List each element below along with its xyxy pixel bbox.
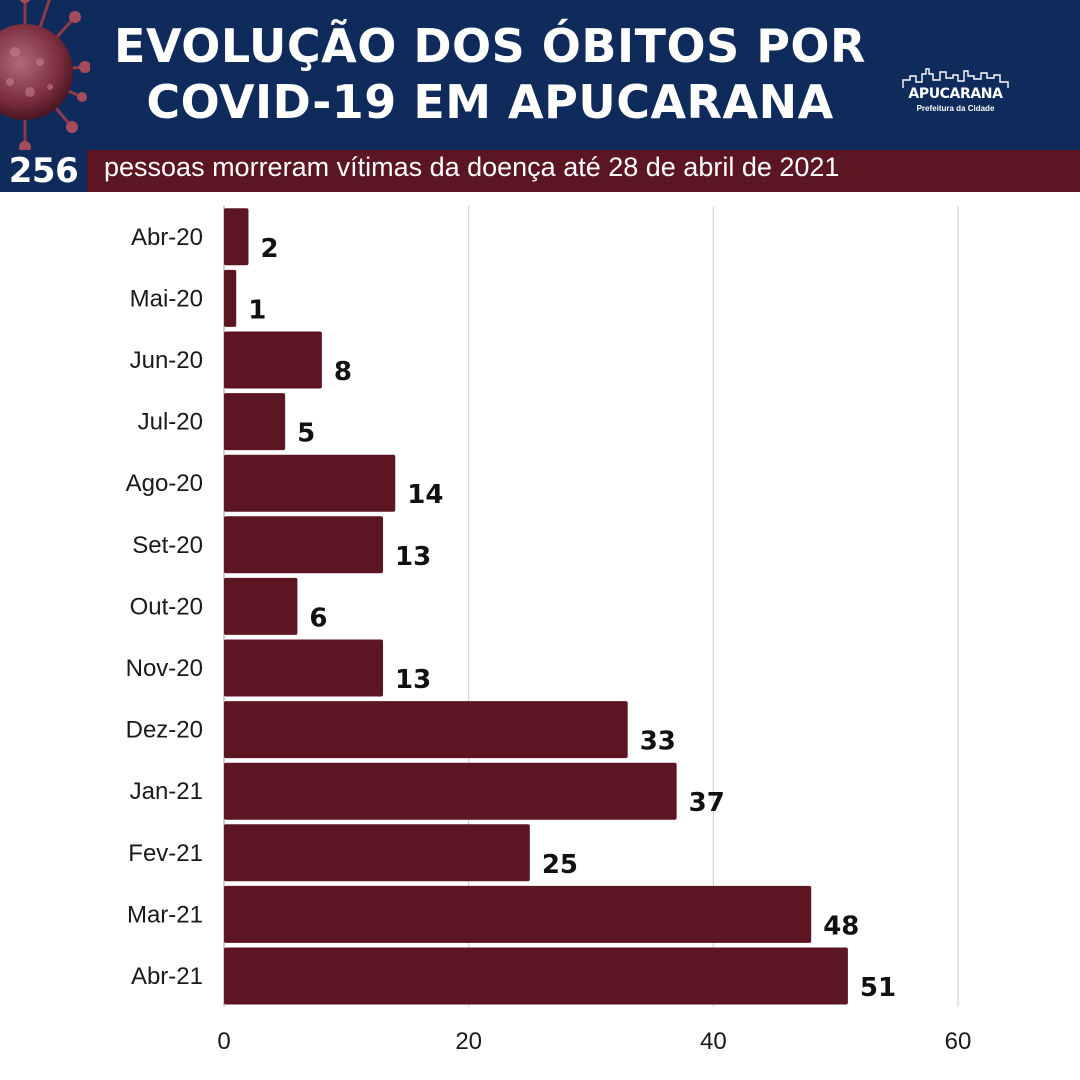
data-label: 14: [407, 480, 443, 510]
category-label: Mai-20: [130, 285, 203, 312]
category-label: Jul-20: [138, 409, 203, 436]
data-label: 33: [640, 727, 676, 757]
category-label: Abr-20: [131, 224, 203, 251]
total-box: [0, 150, 87, 192]
bars: [224, 208, 848, 1005]
total-deaths: 256: [8, 151, 79, 191]
bar-chart: 0 20 40 60 Abr-20 2 Mai-20 1 Jun-20 8 Jul-20 5 Ago-2…: [126, 206, 972, 1055]
category-label: Jun-20: [130, 347, 203, 374]
bar: [224, 639, 384, 697]
labels: 0 20 40 60 Abr-20 2 Mai-20 1 Jun-20 8 Jul-20 5 Ago-2…: [126, 224, 972, 1055]
summary-bar: [0, 150, 1080, 192]
x-tick-label: 0: [217, 1028, 230, 1055]
bar: [224, 393, 286, 451]
title-line-1: EVOLUÇÃO DOS ÓBITOS POR: [114, 19, 866, 73]
bar: [224, 577, 298, 635]
bar: [224, 454, 396, 512]
bar: [224, 208, 249, 266]
category-label: Dez-20: [126, 717, 203, 744]
bar: [224, 269, 237, 327]
logo-subtitle: Prefeitura da Cidade: [916, 104, 995, 113]
logo-name: APUCARANA: [908, 86, 1003, 102]
data-label: 5: [297, 419, 315, 449]
bar: [224, 762, 677, 820]
page-title: EVOLUÇÃO DOS ÓBITOS POR COVID-19 EM APUC…: [90, 18, 890, 130]
data-label: 13: [395, 542, 431, 572]
bar: [224, 824, 530, 882]
data-label: 8: [334, 357, 352, 387]
data-label: 1: [248, 295, 266, 325]
title-line-2: COVID-19 EM APUCARANA: [146, 75, 834, 129]
data-label: 48: [823, 911, 859, 941]
x-tick-label: 60: [945, 1028, 972, 1055]
city-logo: APUCARANA Prefeitura da Cidade: [898, 66, 1013, 118]
data-label: 51: [860, 973, 896, 1003]
category-label: Mar-21: [127, 901, 203, 928]
data-label: 13: [395, 665, 431, 695]
x-tick-label: 20: [455, 1028, 482, 1055]
category-label: Nov-20: [126, 655, 203, 682]
data-label: 6: [309, 603, 327, 633]
category-label: Jan-21: [130, 778, 203, 805]
summary-text: pessoas morreram vítimas da doença até 2…: [104, 152, 840, 182]
x-tick-label: 40: [700, 1028, 727, 1055]
bar: [224, 701, 628, 759]
bar: [224, 947, 848, 1005]
bar: [224, 885, 812, 943]
bar: [224, 516, 384, 574]
bar: [224, 331, 322, 389]
coronavirus-icon: [0, 0, 90, 152]
category-label: Fev-21: [128, 840, 203, 867]
category-label: Abr-21: [131, 963, 203, 990]
category-label: Ago-20: [126, 470, 203, 497]
skyline-icon: [902, 68, 1009, 88]
data-label: 37: [689, 788, 725, 818]
data-label: 2: [260, 234, 278, 264]
header-banner: EVOLUÇÃO DOS ÓBITOS POR COVID-19 EM APUC…: [0, 0, 1080, 152]
category-label: Set-20: [132, 532, 203, 559]
data-label: 25: [542, 850, 578, 880]
category-label: Out-20: [130, 593, 203, 620]
